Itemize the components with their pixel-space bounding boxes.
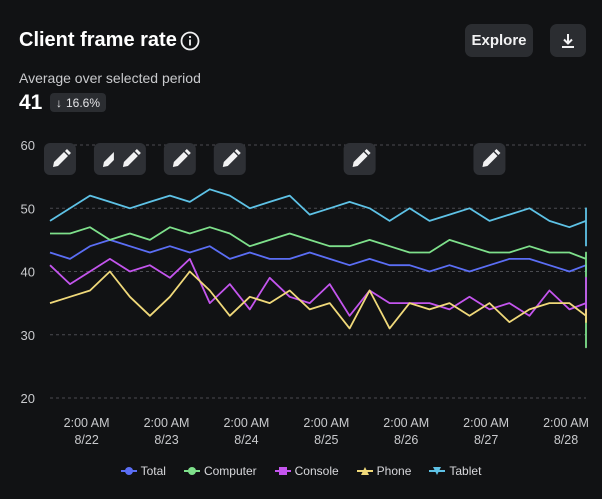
legend-label: Console [294,464,339,478]
x-tick-date: 8/22 [74,433,98,447]
pencil-icon [482,149,501,167]
delta-value: 16.6% [66,95,101,110]
x-tick-time: 2:00 AM [303,416,349,430]
legend-item-phone[interactable]: Phone [356,464,412,478]
legend-label: Tablet [449,464,482,478]
arrow-down-icon: ↓ [56,95,62,110]
delta-badge: ↓ 16.6% [50,93,107,112]
legend-marker-icon [356,467,373,475]
pencil-icon [52,149,71,167]
legend-marker-icon [274,467,291,475]
x-tick-date: 8/25 [314,433,338,447]
pencil-icon [172,149,191,167]
y-tick-label: 20 [21,391,35,406]
x-tick-date: 8/27 [474,433,498,447]
annotation-marker[interactable] [43,143,76,175]
x-tick-time: 2:00 AM [223,416,269,430]
x-tick-time: 2:00 AM [64,416,110,430]
annotation-marker[interactable] [213,143,246,175]
annotation-marker[interactable] [163,143,196,175]
annotation-marker[interactable] [473,143,506,175]
explore-button[interactable]: Explore [465,24,533,57]
x-tick-date: 8/26 [394,433,418,447]
series-line-tablet [49,188,587,247]
download-button[interactable] [550,24,586,57]
x-tick-time: 2:00 AM [144,416,190,430]
x-tick-date: 8/24 [234,433,258,447]
pencil-icon [122,149,141,167]
legend-item-console[interactable]: Console [274,464,339,478]
series-line-console [49,258,587,317]
x-tick-time: 2:00 AM [463,416,509,430]
pencil-icon [352,149,371,167]
legend-marker-icon [183,467,200,475]
x-tick-date: 8/23 [154,433,178,447]
legend-item-computer[interactable]: Computer [183,464,257,478]
y-tick-label: 40 [21,265,35,280]
legend-label: Total [140,464,166,478]
y-tick-label: 30 [21,328,35,343]
legend-label: Phone [376,464,412,478]
info-icon[interactable] [180,31,200,51]
download-icon [562,33,574,48]
pencil-icon [102,149,121,167]
pencil-icon [222,149,241,167]
annotation-marker[interactable] [343,143,376,175]
x-tick-time: 2:00 AM [543,416,589,430]
metric-value: 41 [19,91,43,114]
y-tick-label: 50 [21,201,35,216]
chart-legend: Total Computer Console Phone Tablet [0,464,602,478]
legend-marker-icon [120,467,137,475]
legend-item-tablet[interactable]: Tablet [429,464,481,478]
x-tick-time: 2:00 AM [383,416,429,430]
legend-item-total[interactable]: Total [120,464,166,478]
series-line-phone [49,270,587,330]
series-line-total [49,239,587,273]
x-tick-date: 8/28 [554,433,578,447]
page-title: Client frame rate [19,29,177,51]
series-line-computer [50,226,587,349]
annotation-marker[interactable] [113,143,146,175]
period-subtitle: Average over selected period [19,70,201,86]
legend-marker-icon [429,467,446,475]
legend-label: Computer [203,464,257,478]
y-tick-label: 60 [21,138,35,153]
